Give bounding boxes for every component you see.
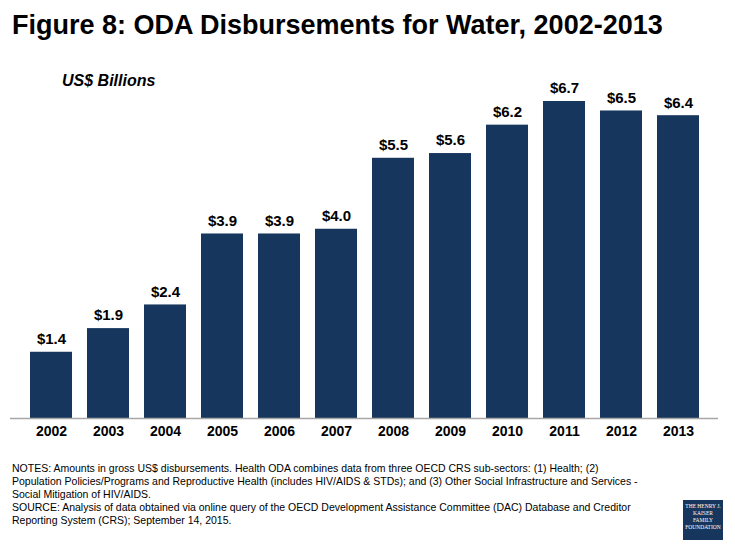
svg-text:2008: 2008 — [378, 423, 409, 439]
svg-text:2011: 2011 — [549, 423, 580, 439]
svg-text:2010: 2010 — [492, 423, 523, 439]
svg-text:2012: 2012 — [606, 423, 637, 439]
svg-text:$2.4: $2.4 — [151, 283, 181, 300]
svg-text:2006: 2006 — [264, 423, 295, 439]
svg-text:$6.5: $6.5 — [607, 89, 636, 106]
svg-text:2004: 2004 — [150, 423, 181, 439]
svg-text:$4.0: $4.0 — [322, 207, 351, 224]
svg-text:$1.4: $1.4 — [37, 330, 67, 347]
svg-text:$3.9: $3.9 — [265, 212, 294, 229]
html-text:SOURCE: Analysis of data obtai: SOURCE: Analysis of data obtained via on… — [12, 501, 631, 526]
svg-text:2003: 2003 — [93, 423, 124, 439]
svg-text:$5.5: $5.5 — [379, 136, 408, 153]
svg-text:2005: 2005 — [207, 423, 238, 439]
svg-text:$1.9: $1.9 — [94, 306, 123, 323]
svg-text:2013: 2013 — [663, 423, 694, 439]
svg-text:2009: 2009 — [435, 423, 466, 439]
svg-text:$6.7: $6.7 — [550, 79, 579, 96]
html-text:THE HENRY J. KAISER FAMILY FOU: THE HENRY J. KAISER FAMILY FOUNDATION — [685, 503, 721, 530]
svg-text:$3.9: $3.9 — [208, 212, 237, 229]
html-text:US$ Billions: US$ Billions — [62, 72, 156, 89]
svg-text:$6.4: $6.4 — [664, 93, 694, 110]
svg-text:2002: 2002 — [36, 423, 67, 439]
html-text:Figure 8: ODA Disbursements fo: Figure 8: ODA Disbursements for Water, 2… — [12, 10, 663, 40]
svg-text:$5.6: $5.6 — [436, 131, 465, 148]
html-text:NOTES: Amounts in gross US$ di: NOTES: Amounts in gross US$ disbursement… — [12, 462, 638, 500]
svg-text:$6.2: $6.2 — [493, 103, 522, 120]
svg-text:2007: 2007 — [321, 423, 352, 439]
